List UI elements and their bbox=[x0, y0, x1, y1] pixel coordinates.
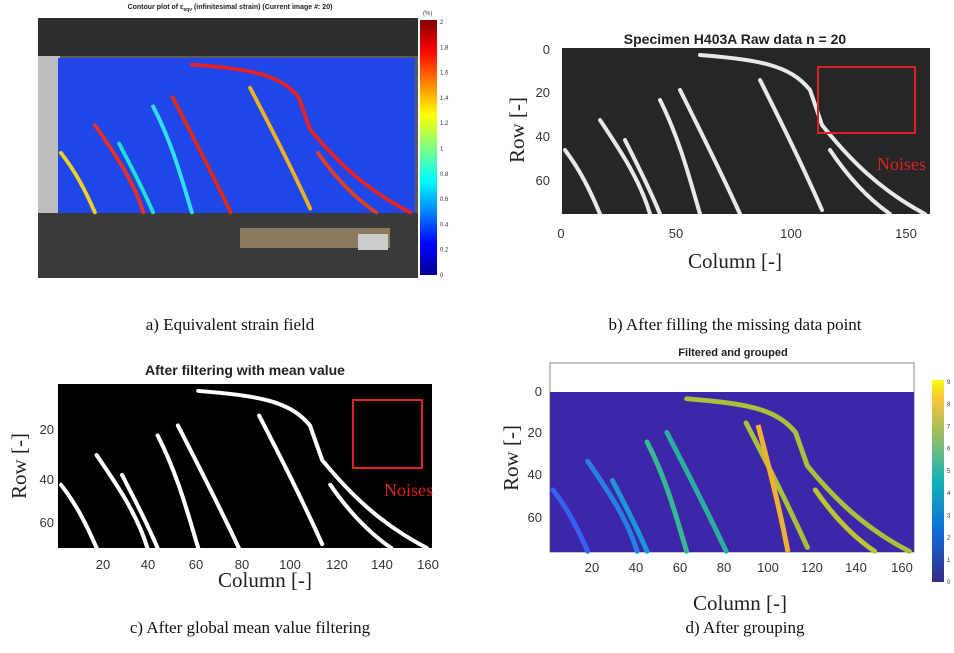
noise-box bbox=[817, 66, 916, 134]
x-label: Column [-] bbox=[693, 591, 787, 615]
x-tick-label: 60 bbox=[673, 560, 687, 575]
colorbar bbox=[420, 20, 437, 275]
colorbar-tick-label: 0.2 bbox=[440, 248, 449, 254]
panel-title: Specimen H403A Raw data n = 20 bbox=[624, 31, 847, 47]
y-tick-label: 60 bbox=[528, 510, 542, 525]
annotation: Noises bbox=[384, 480, 433, 500]
title-part: Contour plot of ε bbox=[128, 4, 184, 11]
annotation: Noises bbox=[877, 154, 926, 174]
raw-image bbox=[562, 48, 930, 214]
grouped-crack bbox=[755, 424, 791, 553]
colorbar-tick-label: 1.6 bbox=[440, 71, 449, 77]
grouped-image bbox=[550, 392, 914, 552]
y-tick-label: 40 bbox=[40, 472, 54, 487]
panel-c: After filtering with mean value Noises C… bbox=[7, 362, 439, 637]
colorbar-ticks: 9 8 7 6 5 4 3 2 1 0 bbox=[947, 380, 951, 586]
y-tick-label: 40 bbox=[536, 129, 550, 144]
x-tick-label: 100 bbox=[780, 226, 802, 241]
y-tick-label: 20 bbox=[536, 85, 550, 100]
panel-title: Contour plot of εeqv (infinitesimal stra… bbox=[128, 4, 333, 13]
caption: d) After grouping bbox=[686, 618, 805, 637]
colorbar-tick-label: 1 bbox=[440, 147, 444, 153]
x-tick-label: 120 bbox=[801, 560, 823, 575]
colorbar-tick-label: 9 bbox=[947, 380, 951, 386]
colorbar-tick-label: 2 bbox=[440, 20, 444, 26]
colorbar-tick-label: 0.8 bbox=[440, 172, 449, 178]
colorbar-tick-label: 8 bbox=[947, 402, 951, 408]
caption: a) Equivalent strain field bbox=[146, 315, 315, 334]
x-tick-label: 20 bbox=[585, 560, 599, 575]
x-tick-label: 100 bbox=[279, 557, 301, 572]
x-tick-label: 140 bbox=[845, 560, 867, 575]
panel-b: Specimen H403A Raw data n = 20 Noises Co… bbox=[505, 31, 930, 334]
colorbar-tick-label: 7 bbox=[947, 424, 951, 430]
colorbar-ticks: 2 1.8 1.6 1.4 1.2 1 0.8 0.6 0.4 0.2 0 bbox=[440, 20, 449, 279]
y-label: Row [-] bbox=[505, 97, 529, 163]
panel-title: After filtering with mean value bbox=[145, 362, 345, 378]
x-tick-label: 40 bbox=[141, 557, 155, 572]
title-part: (infinitesimal strain) (Current image #:… bbox=[192, 4, 332, 11]
colorbar-tick-label: 0.4 bbox=[440, 222, 449, 228]
colorbar-tick-label: 0 bbox=[440, 273, 444, 279]
colorbar-tick-label: 2 bbox=[947, 536, 951, 542]
colorbar-tick-label: 1.4 bbox=[440, 96, 449, 102]
x-tick-label: 150 bbox=[895, 226, 917, 241]
y-tick-label: 60 bbox=[536, 173, 550, 188]
photo-top bbox=[38, 18, 418, 56]
title-sub: eqv bbox=[183, 7, 192, 13]
x-tick-label: 80 bbox=[717, 560, 731, 575]
specimen-edge bbox=[38, 56, 60, 213]
device bbox=[358, 234, 388, 250]
y-tick-label: 0 bbox=[535, 384, 542, 399]
caption: c) After global mean value filtering bbox=[130, 618, 371, 637]
noise-box bbox=[352, 399, 423, 469]
x-tick-label: 100 bbox=[757, 560, 779, 575]
x-tick-label: 40 bbox=[629, 560, 643, 575]
caption: b) After filling the missing data point bbox=[608, 315, 861, 334]
x-tick-label: 60 bbox=[189, 557, 203, 572]
x-tick-label: 160 bbox=[891, 560, 913, 575]
x-tick-label: 120 bbox=[326, 557, 348, 572]
y-tick-label: 40 bbox=[528, 467, 542, 482]
y-label: Row [-] bbox=[499, 425, 523, 491]
ticks: 20 40 60 80 100 120 140 160 20 40 60 bbox=[40, 422, 439, 572]
colorbar-tick-label: 6 bbox=[947, 447, 951, 453]
colorbar bbox=[932, 380, 944, 582]
colorbar-tick-label: 1.2 bbox=[440, 121, 449, 127]
colorbar-tick-label: 1.8 bbox=[440, 45, 449, 51]
panel-d: Filtered and grouped 9 8 7 6 5 4 3 2 1 0 Column [… bbox=[499, 347, 951, 637]
colorbar-tick-label: 1 bbox=[947, 558, 951, 564]
colorbar-tick-label: 0.6 bbox=[440, 197, 449, 203]
colorbar-tick-label: 5 bbox=[947, 469, 951, 475]
colorbar-tick-label: 3 bbox=[947, 513, 951, 519]
y-tick-label: 20 bbox=[40, 422, 54, 437]
y-tick-label: 20 bbox=[528, 425, 542, 440]
colorbar-tick-label: 0 bbox=[947, 580, 951, 586]
x-tick-label: 160 bbox=[417, 557, 439, 572]
x-label: Column [-] bbox=[688, 249, 782, 273]
y-label: Row [-] bbox=[7, 433, 31, 499]
filtered-image bbox=[58, 384, 432, 548]
x-tick-label: 140 bbox=[371, 557, 393, 572]
colorbar-unit: (%) bbox=[423, 11, 432, 17]
x-tick-label: 20 bbox=[96, 557, 110, 572]
panel-title: Filtered and grouped bbox=[678, 347, 787, 359]
x-tick-label: 80 bbox=[235, 557, 249, 572]
ticks: 0 50 100 150 0 20 40 60 bbox=[536, 42, 917, 241]
x-tick-label: 0 bbox=[557, 226, 564, 241]
ticks: 20 40 60 80 100 120 140 160 0 20 40 60 bbox=[528, 384, 913, 575]
x-label: Column [-] bbox=[218, 568, 312, 592]
panel-a: Contour plot of εeqv (infinitesimal stra… bbox=[38, 4, 449, 334]
colorbar-tick-label: 4 bbox=[947, 491, 951, 497]
y-tick-label: 0 bbox=[543, 42, 550, 57]
strain-field bbox=[58, 58, 415, 213]
y-tick-label: 60 bbox=[40, 515, 54, 530]
bench bbox=[240, 228, 390, 248]
x-tick-label: 50 bbox=[669, 226, 683, 241]
